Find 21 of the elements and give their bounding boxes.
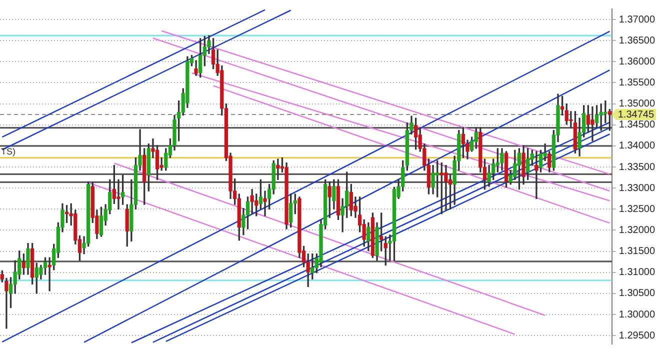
y-tick-label: 1.33500 <box>618 162 656 173</box>
ref-line-label: TS) <box>1 146 16 157</box>
candlestick <box>534 151 538 199</box>
y-tick-label: 1.36500 <box>618 35 656 46</box>
y-tick-label: 1.34500 <box>618 120 656 131</box>
y-tick-label: 1.32000 <box>618 224 656 236</box>
y-tick-label: 1.33000 <box>618 182 656 194</box>
y-tick-label: 1.31500 <box>618 246 656 258</box>
y-tick-label: 1.36000 <box>618 56 656 68</box>
ref-line-label: 1.34745 <box>618 109 654 120</box>
y-tick-label: 1.34000 <box>618 140 656 152</box>
y-tick-label: 1.30000 <box>618 309 656 320</box>
y-tick-label: 1.32500 <box>618 204 656 215</box>
y-tick-label: 1.29500 <box>618 330 656 342</box>
y-tick-label: 1.35500 <box>618 77 656 88</box>
candlestick <box>444 165 448 210</box>
y-tick-label: 1.30500 <box>618 288 656 300</box>
candlestick <box>590 106 594 142</box>
y-tick-label: 1.37000 <box>618 14 656 26</box>
y-tick-label: 1.35000 <box>618 98 656 110</box>
y-tick-label: 1.31000 <box>618 267 656 278</box>
